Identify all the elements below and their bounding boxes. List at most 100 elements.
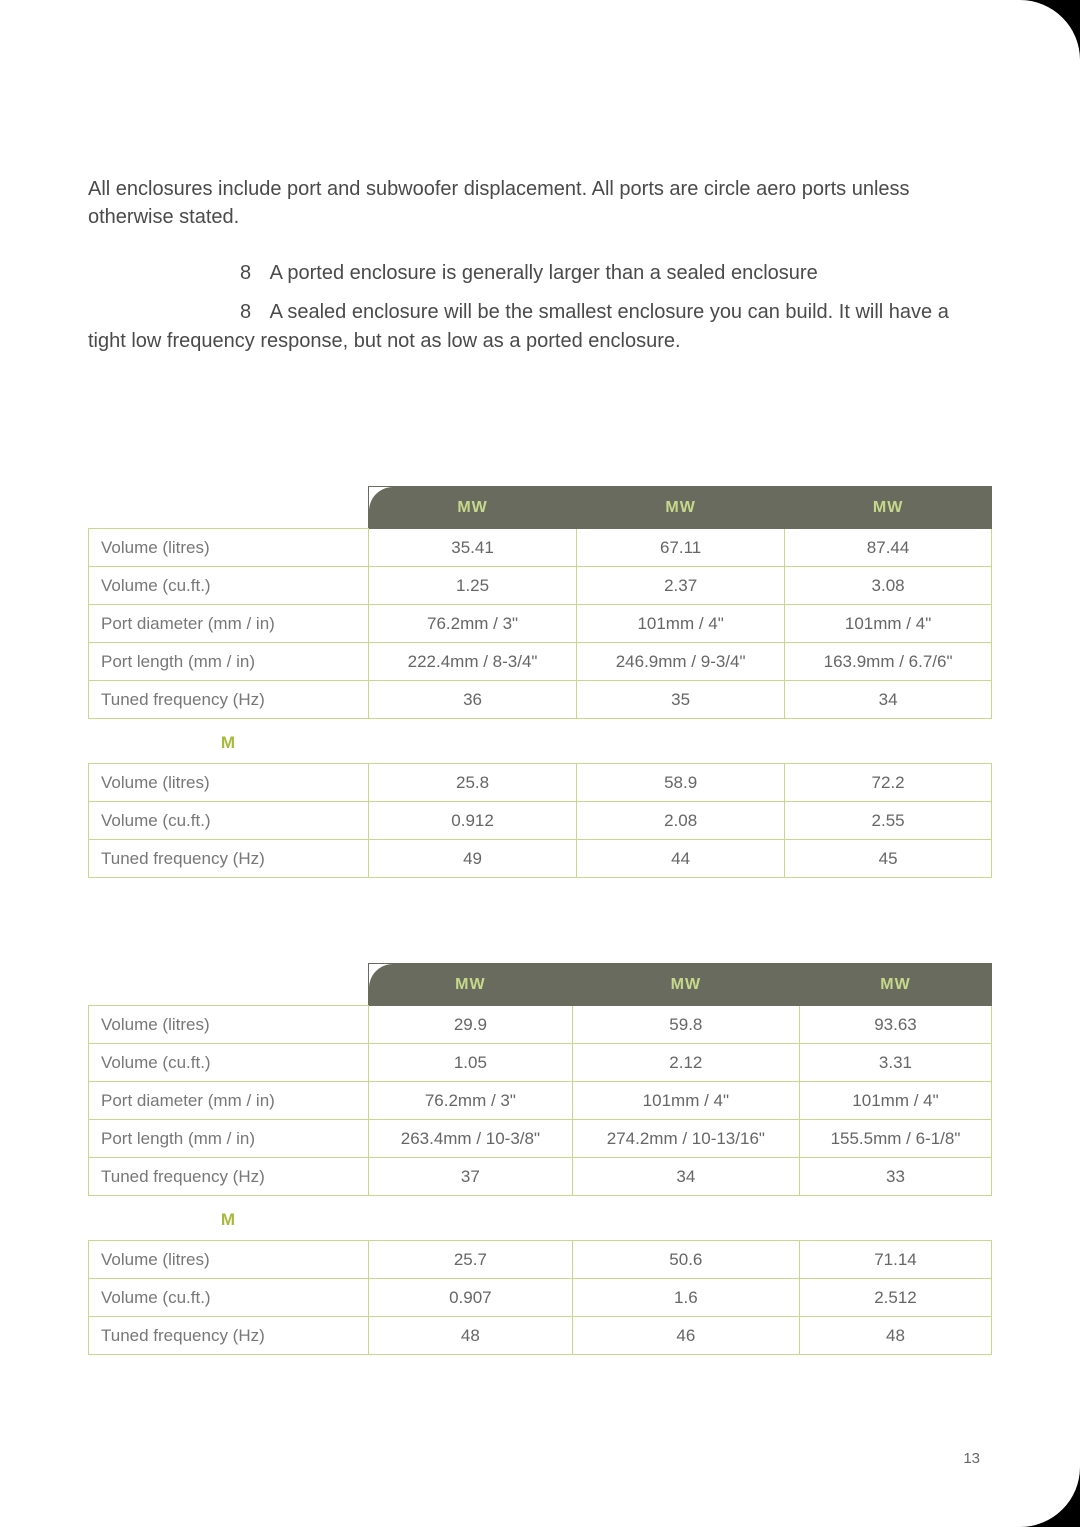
cell: 274.2mm / 10-13/16"	[572, 1120, 799, 1158]
table-row: Volume (litres) 25.8 58.9 72.2	[89, 764, 992, 802]
cell: 35	[577, 681, 785, 719]
row-label: Port diameter (mm / in)	[89, 1082, 369, 1120]
table-1-col-3: MW	[785, 487, 992, 529]
cell: 44	[577, 840, 785, 878]
note-1-num: 8	[240, 259, 251, 288]
cell: 2.08	[577, 802, 785, 840]
cell: 34	[572, 1158, 799, 1196]
table-row: Volume (litres) 25.7 50.6 71.14	[89, 1241, 992, 1279]
table-1-col-2: MW	[577, 487, 785, 529]
note-1: 8 A ported enclosure is generally larger…	[88, 259, 992, 288]
page: All enclosures include port and subwoofe…	[0, 0, 1080, 1527]
row-label: Tuned frequency (Hz)	[89, 681, 369, 719]
row-label: Volume (cu.ft.)	[89, 1279, 369, 1317]
table-row: Volume (litres) 35.41 67.11 87.44	[89, 529, 992, 567]
cell: 25.8	[369, 764, 577, 802]
cell: 246.9mm / 9-3/4"	[577, 643, 785, 681]
cell: 50.6	[572, 1241, 799, 1279]
row-label: Port length (mm / in)	[89, 643, 369, 681]
cell: 46	[572, 1317, 799, 1355]
cell: 101mm / 4"	[799, 1082, 991, 1120]
cell: 1.05	[369, 1044, 573, 1082]
cell: 34	[785, 681, 992, 719]
cell: 163.9mm / 6.7/6"	[785, 643, 992, 681]
tables-area: MW MW MW Volume (litres) 35.41 67.11 87.…	[88, 486, 992, 1355]
section-row: M	[89, 719, 992, 764]
table-row: Volume (cu.ft.) 1.05 2.12 3.31	[89, 1044, 992, 1082]
cell: 263.4mm / 10-3/8"	[369, 1120, 573, 1158]
section-label: M	[89, 1196, 369, 1241]
cell: 35.41	[369, 529, 577, 567]
row-label: Volume (litres)	[89, 764, 369, 802]
cell: 1.25	[369, 567, 577, 605]
row-label: Tuned frequency (Hz)	[89, 1158, 369, 1196]
table-row: Tuned frequency (Hz) 48 46 48	[89, 1317, 992, 1355]
table-1-header-row: MW MW MW	[89, 487, 992, 529]
cell: 37	[369, 1158, 573, 1196]
cell: 48	[799, 1317, 991, 1355]
cell: 222.4mm / 8-3/4"	[369, 643, 577, 681]
cell: 2.512	[799, 1279, 991, 1317]
row-label: Volume (litres)	[89, 1241, 369, 1279]
table-row: Volume (cu.ft.) 0.907 1.6 2.512	[89, 1279, 992, 1317]
cell: 101mm / 4"	[785, 605, 992, 643]
table-row: Port length (mm / in) 263.4mm / 10-3/8" …	[89, 1120, 992, 1158]
row-label: Port diameter (mm / in)	[89, 605, 369, 643]
cell: 3.31	[799, 1044, 991, 1082]
table-2-col-1: MW	[369, 964, 573, 1006]
cell: 1.6	[572, 1279, 799, 1317]
cell: 2.12	[572, 1044, 799, 1082]
row-label: Volume (cu.ft.)	[89, 567, 369, 605]
cell: 72.2	[785, 764, 992, 802]
row-label: Volume (litres)	[89, 1006, 369, 1044]
cell: 101mm / 4"	[572, 1082, 799, 1120]
table-2-col-2: MW	[572, 964, 799, 1006]
intro-text: All enclosures include port and subwoofe…	[88, 175, 992, 231]
cell: 0.912	[369, 802, 577, 840]
row-label: Tuned frequency (Hz)	[89, 1317, 369, 1355]
table-row: Port length (mm / in) 222.4mm / 8-3/4" 2…	[89, 643, 992, 681]
section-row: M	[89, 1196, 992, 1241]
cell: 0.907	[369, 1279, 573, 1317]
table-row: Volume (cu.ft.) 0.912 2.08 2.55	[89, 802, 992, 840]
cell: 58.9	[577, 764, 785, 802]
cell: 36	[369, 681, 577, 719]
row-label: Volume (cu.ft.)	[89, 802, 369, 840]
table-row: Tuned frequency (Hz) 36 35 34	[89, 681, 992, 719]
cell: 25.7	[369, 1241, 573, 1279]
section-label: M	[89, 719, 369, 764]
cell: 33	[799, 1158, 991, 1196]
table-1-header-blank	[89, 487, 369, 529]
cell: 87.44	[785, 529, 992, 567]
row-label: Volume (cu.ft.)	[89, 1044, 369, 1082]
cell: 67.11	[577, 529, 785, 567]
note-2-num: 8	[240, 298, 251, 327]
table-row: Port diameter (mm / in) 76.2mm / 3" 101m…	[89, 1082, 992, 1120]
table-row: Volume (cu.ft.) 1.25 2.37 3.08	[89, 567, 992, 605]
table-row: Volume (litres) 29.9 59.8 93.63	[89, 1006, 992, 1044]
note-1-text: A ported enclosure is generally larger t…	[270, 262, 818, 284]
table-2-header-row: MW MW MW	[89, 964, 992, 1006]
page-number: 13	[963, 1450, 980, 1467]
note-2-text: A sealed enclosure will be the smallest …	[88, 301, 949, 352]
row-label: Volume (litres)	[89, 529, 369, 567]
cell: 101mm / 4"	[577, 605, 785, 643]
cell: 48	[369, 1317, 573, 1355]
table-2-header-blank	[89, 964, 369, 1006]
cell: 71.14	[799, 1241, 991, 1279]
spec-table-1: MW MW MW Volume (litres) 35.41 67.11 87.…	[88, 486, 992, 878]
table-block-2: MW MW MW Volume (litres) 29.9 59.8 93.63…	[88, 963, 992, 1355]
cell: 49	[369, 840, 577, 878]
table-block-1: MW MW MW Volume (litres) 35.41 67.11 87.…	[88, 486, 992, 878]
cell: 76.2mm / 3"	[369, 605, 577, 643]
cell: 2.55	[785, 802, 992, 840]
table-2-col-3: MW	[799, 964, 991, 1006]
table-1-col-1: MW	[369, 487, 577, 529]
row-label: Tuned frequency (Hz)	[89, 840, 369, 878]
cell: 29.9	[369, 1006, 573, 1044]
cell: 45	[785, 840, 992, 878]
spec-table-2: MW MW MW Volume (litres) 29.9 59.8 93.63…	[88, 963, 992, 1355]
cell: 76.2mm / 3"	[369, 1082, 573, 1120]
cell: 93.63	[799, 1006, 991, 1044]
table-row: Tuned frequency (Hz) 49 44 45	[89, 840, 992, 878]
